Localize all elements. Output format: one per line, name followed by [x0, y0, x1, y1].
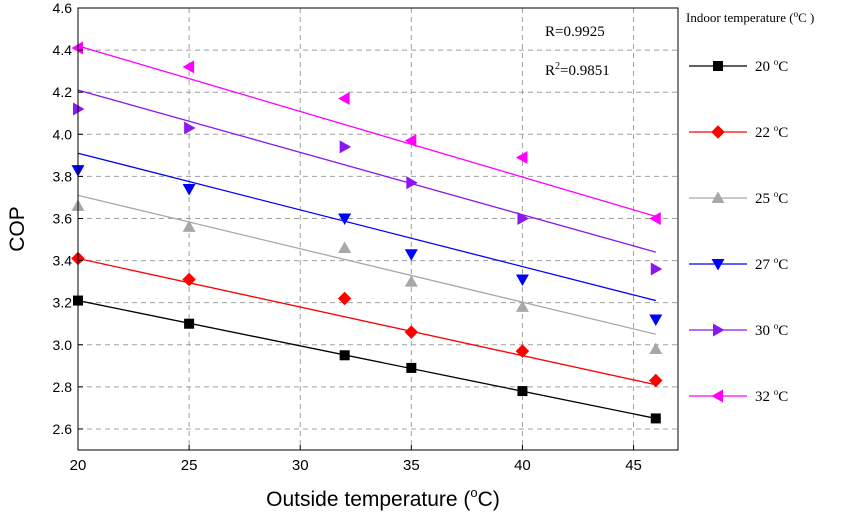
data-point-triangle-up	[338, 241, 352, 253]
axis-ticks: 20 25 30 35 40 45 2.6 2.8 3.0 3.2 3.4 3.6 3.8 4.0 4.2 4…	[53, 0, 642, 474]
data-point-square	[339, 350, 350, 361]
y-tick-label: 3.8	[53, 168, 73, 184]
data-point-square	[713, 61, 723, 71]
data-point-triangle-down	[515, 274, 529, 287]
data-point-square	[517, 386, 528, 397]
legend-label: 22 oC	[755, 123, 788, 141]
fit-line	[77, 299, 656, 420]
fit-lines	[77, 45, 656, 420]
y-tick-label: 2.8	[53, 379, 73, 395]
data-point-triangle-up	[515, 300, 529, 312]
y-tick-label: 4.2	[53, 84, 73, 100]
r-value: R=0.9925	[545, 24, 605, 40]
legend-title: Indoor temperature (oC )	[686, 9, 814, 25]
legend-item: 20 oC	[689, 57, 788, 75]
data-point-diamond	[182, 272, 196, 287]
fit-line	[77, 45, 656, 217]
legend-label: 32 oC	[755, 387, 788, 405]
data-point-triangle-left	[71, 41, 83, 55]
legend-item: 30 oC	[689, 321, 788, 339]
legend-item: 27 oC	[689, 255, 788, 273]
x-tick-label: 25	[181, 457, 198, 474]
legend-label: 27 oC	[755, 255, 788, 273]
x-tick-label: 20	[70, 457, 87, 474]
y-tick-label: 4.4	[53, 42, 73, 58]
x-tick-label: 45	[625, 457, 642, 474]
legend-item: 22 oC	[689, 123, 788, 141]
y-tick-label: 4.0	[53, 126, 73, 142]
plot-frame	[77, 7, 679, 451]
data-markers	[71, 41, 663, 424]
data-point-square	[406, 362, 417, 373]
fit-line	[77, 194, 656, 335]
x-axis-label: Outside temperature (oC)	[266, 485, 500, 511]
data-point-triangle-up	[404, 275, 418, 287]
data-point-triangle-down	[404, 249, 418, 261]
y-tick-label: 2.6	[53, 421, 73, 437]
legend: Indoor temperature (oC ) 20 oC 22 oC 25 oC 2…	[686, 9, 814, 405]
data-point-triangle-right	[650, 262, 663, 276]
data-point-triangle-up	[182, 220, 196, 232]
data-point-square	[184, 318, 195, 329]
axis-labels: Outside temperature (oC) COP	[6, 206, 500, 511]
y-tick-label: 3.6	[53, 210, 73, 226]
fit-line	[77, 152, 656, 302]
grid	[78, 8, 678, 450]
fit-line	[77, 257, 656, 386]
legend-label: 25 oC	[755, 189, 788, 207]
legend-item: 25 oC	[689, 189, 788, 207]
legend-label: 30 oC	[755, 321, 788, 339]
x-tick-label: 40	[514, 457, 531, 474]
data-point-triangle-left	[649, 211, 661, 225]
data-point-diamond	[649, 373, 663, 388]
x-tick-label: 30	[292, 457, 309, 474]
data-point-diamond	[711, 125, 725, 139]
legend-item: 32 oC	[689, 387, 788, 405]
data-point-triangle-down	[711, 259, 725, 271]
fit-line	[77, 89, 656, 253]
legend-label: 20 oC	[755, 57, 788, 75]
data-point-triangle-down	[649, 314, 663, 327]
data-point-triangle-left	[404, 134, 417, 148]
data-point-triangle-up	[711, 191, 725, 203]
r2-value: R2=0.9851	[545, 61, 610, 79]
data-point-diamond	[404, 325, 419, 339]
y-tick-label: 3.4	[53, 253, 73, 269]
annotations: R=0.9925 R2=0.9851	[545, 24, 610, 79]
data-point-triangle-down	[182, 184, 196, 196]
data-point-triangle-left	[711, 389, 723, 403]
data-point-diamond	[337, 291, 352, 306]
y-tick-label: 3.2	[53, 295, 73, 311]
data-point-triangle-up	[649, 342, 663, 354]
data-point-triangle-right	[339, 140, 352, 154]
data-point-diamond	[515, 344, 530, 358]
data-point-triangle-left	[515, 150, 528, 164]
data-point-triangle-right	[406, 176, 418, 190]
y-axis-label: COP	[6, 206, 29, 252]
data-point-triangle-right	[184, 121, 196, 135]
data-point-triangle-right	[713, 323, 725, 337]
data-point-triangle-right	[517, 211, 529, 225]
data-point-triangle-down	[338, 213, 352, 225]
data-point-triangle-left	[182, 60, 195, 74]
data-point-triangle-left	[338, 92, 350, 106]
y-tick-label: 4.6	[53, 0, 73, 16]
x-tick-label: 35	[403, 457, 420, 474]
data-point-triangle-right	[73, 102, 85, 116]
data-point-square	[650, 413, 661, 424]
y-tick-label: 3.0	[53, 337, 73, 353]
